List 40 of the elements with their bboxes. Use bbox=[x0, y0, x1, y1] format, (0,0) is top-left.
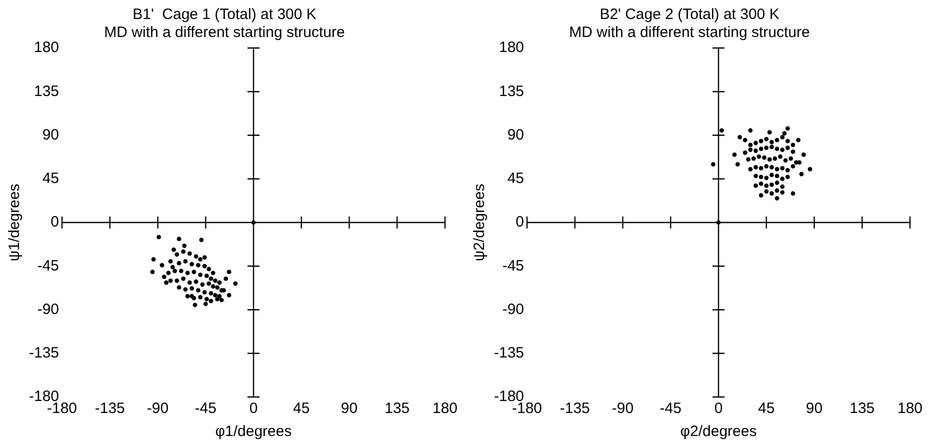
y-tick-label: 0 bbox=[516, 214, 524, 231]
y-axis-title: ψ1/degrees bbox=[6, 184, 24, 262]
x-tick-label: 45 bbox=[758, 400, 775, 418]
chart-title: B1' Cage 1 (Total) at 300 K bbox=[132, 6, 316, 24]
y-axis-title: ψ2/degrees bbox=[471, 184, 488, 262]
y-tick-label: -90 bbox=[37, 300, 60, 318]
x-tick-label: 90 bbox=[806, 400, 823, 418]
x-axis-title: φ2/degrees bbox=[680, 423, 757, 440]
x-tick-label: 0 bbox=[714, 400, 723, 418]
x-tick-label: -135 bbox=[560, 400, 590, 418]
y-tick-label: 180 bbox=[34, 39, 60, 56]
y-tick-label: 135 bbox=[34, 82, 60, 100]
y-tick-label: -135 bbox=[494, 344, 524, 362]
y-tick-label: 90 bbox=[507, 126, 524, 144]
x-tick-label: 90 bbox=[340, 400, 358, 418]
y-tick-label: 180 bbox=[498, 39, 524, 56]
y-tick-label: 90 bbox=[42, 126, 60, 144]
x-tick-label: 180 bbox=[897, 400, 923, 418]
chart-subtitle: MD with a different starting structure bbox=[104, 24, 345, 42]
y-tick-label: -45 bbox=[37, 257, 60, 274]
x-tick-label: 135 bbox=[850, 400, 875, 418]
y-tick-label: -135 bbox=[28, 344, 60, 362]
y-tick-label: 45 bbox=[507, 170, 524, 188]
y-tick-label: 135 bbox=[498, 82, 524, 100]
x-axis-title: φ1/degrees bbox=[215, 423, 292, 440]
x-tick-label: 0 bbox=[249, 400, 258, 418]
chart-subtitle: MD with a different starting structure bbox=[569, 24, 810, 42]
x-tick-label: 135 bbox=[384, 400, 410, 418]
x-tick-label: -45 bbox=[660, 400, 682, 418]
x-tick-label: -135 bbox=[94, 400, 125, 418]
x-tick-label: 180 bbox=[432, 400, 458, 418]
x-tick-label: -90 bbox=[146, 400, 169, 418]
y-tick-label: -90 bbox=[502, 300, 524, 318]
x-tick-label: 45 bbox=[293, 400, 310, 418]
y-tick-label: -45 bbox=[502, 257, 524, 274]
y-tick-label: 45 bbox=[42, 170, 60, 188]
chart-title: B2' Cage 2 (Total) at 300 K bbox=[600, 6, 780, 24]
x-tick-label: -45 bbox=[194, 400, 216, 418]
x-tick-label: -90 bbox=[612, 400, 634, 418]
y-tick-label: 0 bbox=[50, 214, 60, 231]
